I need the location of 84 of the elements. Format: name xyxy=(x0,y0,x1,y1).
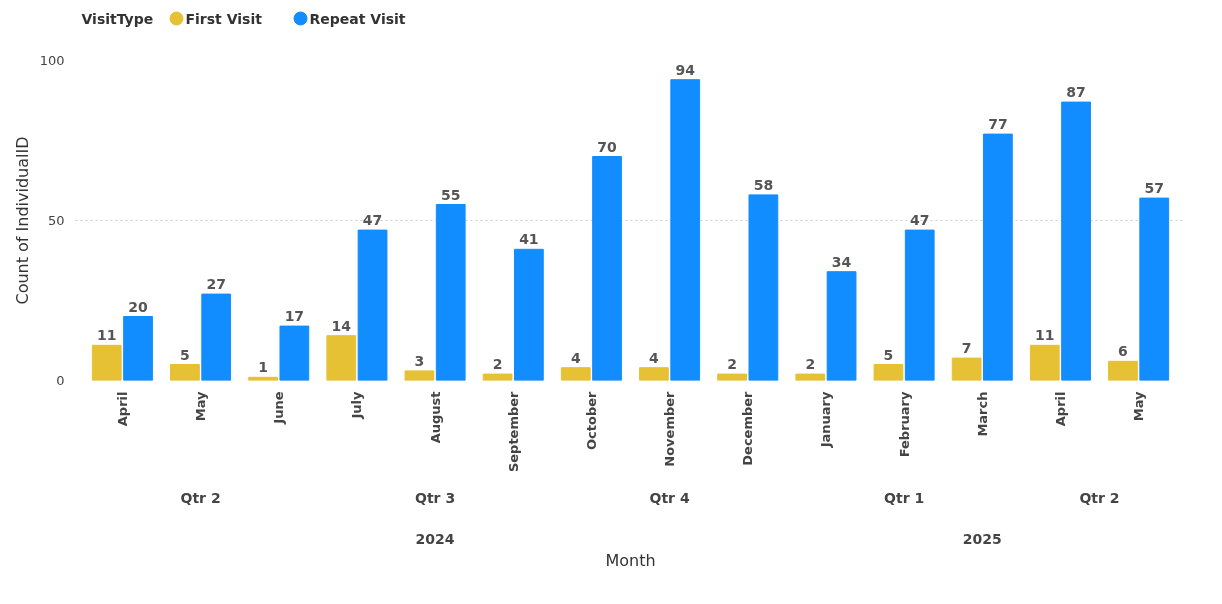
data-label: 27 xyxy=(206,276,226,293)
bar xyxy=(1108,360,1138,381)
data-label: 3 xyxy=(414,352,425,369)
x-tick-label: September xyxy=(505,390,521,473)
legend-label: First Visit xyxy=(185,10,263,27)
x-tick-label: August xyxy=(427,391,443,444)
data-label: 5 xyxy=(883,346,894,363)
bar xyxy=(1139,197,1170,381)
text: Qtr 2 xyxy=(180,490,221,506)
bar xyxy=(404,370,435,381)
x-tick-label: October xyxy=(583,390,599,450)
x-tick-label: March xyxy=(974,391,990,437)
bar xyxy=(951,357,982,381)
x-tick-label: April xyxy=(1052,391,1068,427)
bar xyxy=(123,316,153,381)
y-axis-title: Count of IndividualID xyxy=(12,136,32,305)
x-tick-label: June xyxy=(271,391,287,425)
text: Qtr 4 xyxy=(649,490,690,506)
bar xyxy=(873,364,904,381)
bar xyxy=(1029,344,1060,381)
data-label: 47 xyxy=(909,212,930,229)
x-tick-label: February xyxy=(896,390,912,458)
data-label: 41 xyxy=(519,231,539,248)
bar xyxy=(326,335,357,381)
data-label: 4 xyxy=(649,349,660,366)
data-label: 17 xyxy=(284,308,305,325)
data-label: 11 xyxy=(97,327,117,344)
y-tick-label: 50 xyxy=(47,213,65,228)
bar xyxy=(826,271,857,381)
x-tick-label: April xyxy=(114,391,130,427)
x-tick-label: May xyxy=(1131,390,1147,422)
data-label: 6 xyxy=(1118,343,1128,360)
data-label: 4 xyxy=(570,349,581,366)
x-tick-label: January xyxy=(818,390,834,449)
bar xyxy=(904,229,935,381)
bar xyxy=(795,373,826,381)
x-tick-label: July xyxy=(349,390,365,420)
legend-label: Repeat Visit xyxy=(309,10,406,27)
x-tick-label: November xyxy=(662,390,678,467)
bar xyxy=(717,373,747,381)
text: Qtr 2 xyxy=(1079,490,1120,506)
data-label: 2 xyxy=(492,356,503,373)
bar xyxy=(435,204,466,381)
data-label: 57 xyxy=(1144,180,1164,197)
data-label: 1 xyxy=(258,359,268,376)
data-label: 55 xyxy=(440,186,461,203)
bar xyxy=(482,373,513,381)
legend-title: VisitType xyxy=(81,10,154,27)
text: 2024 xyxy=(415,531,455,548)
y-tick-label: 100 xyxy=(39,53,65,68)
y-tick-label: 0 xyxy=(56,373,65,388)
bar xyxy=(748,194,779,381)
data-label: 2 xyxy=(727,356,737,373)
data-label: 87 xyxy=(1066,84,1086,101)
data-label: 14 xyxy=(331,317,352,334)
data-label: 2 xyxy=(805,356,816,373)
x-tick-label: December xyxy=(740,390,756,466)
data-label: 11 xyxy=(1035,327,1055,344)
x-tick-label: May xyxy=(193,390,209,422)
data-label: 58 xyxy=(753,176,774,193)
bar xyxy=(1061,101,1091,381)
data-label: 70 xyxy=(597,138,618,155)
data-label: 77 xyxy=(988,116,1008,133)
data-label: 34 xyxy=(831,253,852,270)
bar xyxy=(639,367,669,381)
data-label: 47 xyxy=(362,212,383,229)
bar xyxy=(201,293,232,381)
bar xyxy=(983,133,1013,381)
bar xyxy=(560,367,591,381)
bar xyxy=(357,229,388,381)
data-label: 5 xyxy=(180,346,190,363)
bar xyxy=(279,325,310,381)
text: 2025 xyxy=(962,531,1002,548)
bar xyxy=(592,156,622,381)
bar xyxy=(514,248,544,381)
data-label: 7 xyxy=(961,340,972,357)
bar xyxy=(670,79,701,381)
x-axis-title: Month xyxy=(605,550,656,570)
bar xyxy=(91,344,122,381)
data-label: 94 xyxy=(675,61,696,78)
text: Qtr 3 xyxy=(415,490,456,506)
text: Qtr 1 xyxy=(884,490,925,506)
data-label: 20 xyxy=(128,298,149,315)
bar xyxy=(170,364,200,381)
